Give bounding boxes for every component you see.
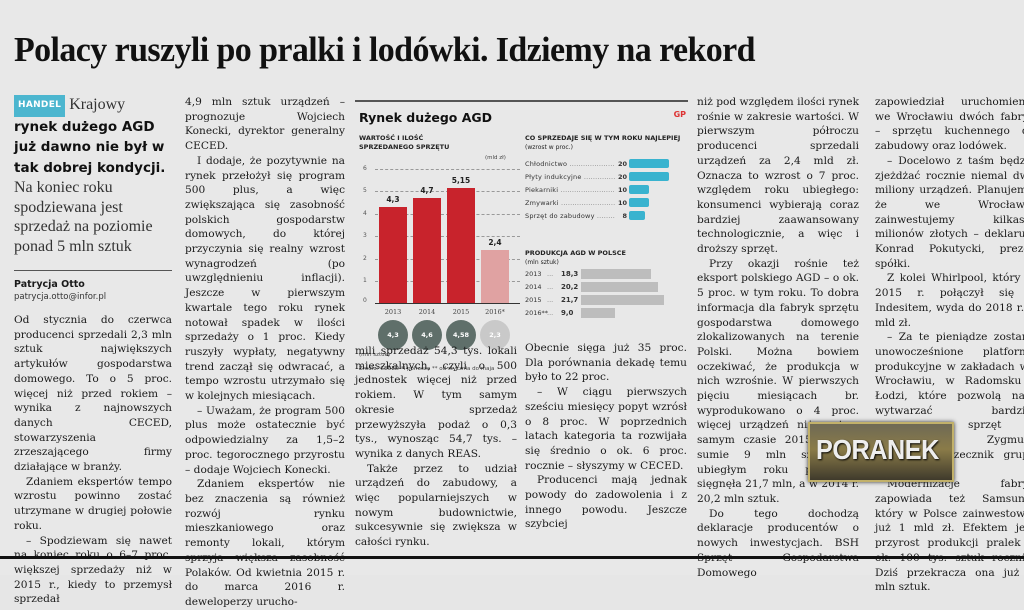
paragraph: – W ciągu pierwszych sześciu miesięcy po… [525, 386, 687, 472]
x-label: 2014 [418, 308, 436, 316]
bar: 4,7 [413, 186, 441, 304]
x-label: 2013 [384, 308, 402, 316]
column-2: 4,9 mln sztuk urządzeń – prognozuje Wojc… [185, 95, 345, 610]
y-unit-label: (mld zł) [485, 155, 506, 161]
column-5: niż pod względem ilości rynek rośnie w z… [697, 95, 859, 580]
plot-area: 6 5 4 3 2 1 0 (mld zł) 4,3 4,7 5,15 2,4 [363, 155, 520, 304]
units-circle: 4,58 [446, 320, 476, 350]
bar: 2,4 [481, 238, 509, 304]
paragraph: 4,9 mln sztuk urządzeń – prognozuje Wojc… [185, 96, 345, 153]
paragraph: Z kolei Whirlpool, który w 2015 r. połąc… [875, 272, 1024, 329]
column-1: HANDEL Krajowy rynek dużego AGD już dawn… [14, 95, 172, 607]
paragraph: Obecnie sięga już 35 proc. Dla porównani… [525, 342, 687, 384]
infographic: Rynek dużego AGD GP Wartość i ilość sprz… [355, 100, 688, 372]
chart-subtitle: (mln sztuk) [525, 259, 559, 266]
y-tick: 1 [363, 277, 367, 284]
chart-row: 2015... 21,7 [525, 294, 685, 306]
y-tick: 4 [363, 210, 367, 217]
y-tick: 3 [363, 232, 367, 239]
chart-row: Zmywarki10 [525, 197, 685, 208]
paragraph: – Uważam, że program 500 plus może ostat… [185, 404, 345, 476]
divider [14, 270, 172, 271]
author-name: Patrycja Otto [14, 279, 85, 290]
units-label: (mln sztuk) [359, 352, 390, 358]
chart-row: 2014... 20,2 [525, 281, 685, 293]
y-tick: 5 [363, 187, 367, 194]
lead-paragraph: HANDEL Krajowy rynek dużego AGD już dawn… [14, 95, 172, 256]
chart-row: Chłodnictwo20 [525, 158, 685, 169]
chart-title: Co sprzedaje się w tym roku najlepiej (w… [525, 134, 681, 151]
units-circle: 2,3 [480, 320, 510, 350]
chart-row: Sprzęt do zabudowy8 [525, 210, 685, 221]
chart-row: 2013... 18,3 [525, 268, 685, 280]
section-tag: HANDEL [14, 95, 66, 117]
x-label: 2015 [452, 308, 470, 316]
column-4: Obecnie sięga już 35 proc. Dla porównani… [525, 341, 687, 532]
y-tick: 6 [363, 165, 367, 172]
lead-bold: rynek dużego AGD już dawno nie był w tak… [14, 118, 166, 176]
paragraph: zapowiedział uruchomienie we Wrocławiu d… [875, 96, 1024, 153]
lead-first-word: Krajowy [69, 96, 126, 113]
program-title: PORANEK [816, 434, 939, 465]
infographic-title: Rynek dużego AGD [359, 110, 493, 125]
bar: 4,3 [379, 195, 407, 304]
lead-rest: Na koniec roku spodziewana jest sprzedaż… [14, 179, 153, 255]
y-tick: 2 [363, 255, 367, 262]
x-label: 2016* [485, 308, 505, 316]
bestsellers-chart: Co sprzedaje się w tym roku najlepiej (w… [525, 134, 685, 221]
publisher-logo: GP [673, 110, 686, 119]
y-tick: 0 [363, 297, 367, 304]
paragraph: I dodaje, że pozytywnie na rynek przełoż… [185, 154, 345, 403]
source-note: Źródło: CECED *I półrocze ** od stycznia… [359, 366, 495, 372]
paragraph: Od stycznia do czerwca producenci sprzed… [14, 314, 172, 474]
paragraph: niż pod względem ilości rynek rośnie w z… [697, 96, 859, 256]
paragraph: Zdaniem ekspertów tempo wzrostu powinno … [14, 475, 172, 532]
column-6: zapowiedział uruchomienie we Wrocławiu d… [875, 95, 1024, 595]
headline: Polacy ruszyli po pralki i lodówki. Idzi… [14, 30, 756, 69]
units-circle: 4,6 [412, 320, 442, 350]
paragraph: Modernizacje fabryk zapowiada też Samsun… [875, 478, 1024, 594]
paragraph: Producenci mają jednak powody do zadowol… [525, 474, 687, 531]
chart-row: Piekarniki10 [525, 184, 685, 195]
paragraph: mili sprzedaż 54,3 tys. lokali mieszkaln… [355, 345, 517, 460]
paragraph: Do tego dochodzą deklaracje producentów … [697, 507, 859, 579]
bar: 5,15 [447, 176, 475, 304]
page-bottom-rule [0, 556, 1024, 559]
chart-row: 2016**... 9,0 [525, 307, 685, 319]
tv-program-overlay: PORANEK [808, 422, 954, 482]
newspaper-page: Polacy ruszyli po pralki i lodówki. Idzi… [0, 0, 1024, 575]
chart-title: Produkcja AGD w Polsce [525, 249, 626, 257]
paragraph: Także przez to udział urządzeń do zabudo… [355, 462, 517, 549]
chart-title: Wartość i ilość sprzedanego sprzętu [359, 134, 450, 151]
author-email[interactable]: patrycja.otto@infor.pl [14, 292, 107, 302]
units-circle: 4,3 [378, 320, 408, 350]
production-chart: Produkcja AGD w Polsce (mln sztuk) 2013.… [525, 249, 685, 319]
chart-row: Płyty indukcyjne20 [525, 171, 685, 182]
paragraph: – Docelowo z taśm będzie zjeżdżać roczni… [875, 154, 1024, 270]
paragraph: – Spodziewam się nawet na koniec roku o … [14, 534, 172, 606]
value-chart: Wartość i ilość sprzedanego sprzętu 6 5 … [359, 134, 520, 372]
column-3: mili sprzedaż 54,3 tys. lokali mieszkaln… [355, 344, 517, 550]
paragraph: Zdaniem ekspertów nie bez znaczenia są r… [185, 478, 345, 608]
